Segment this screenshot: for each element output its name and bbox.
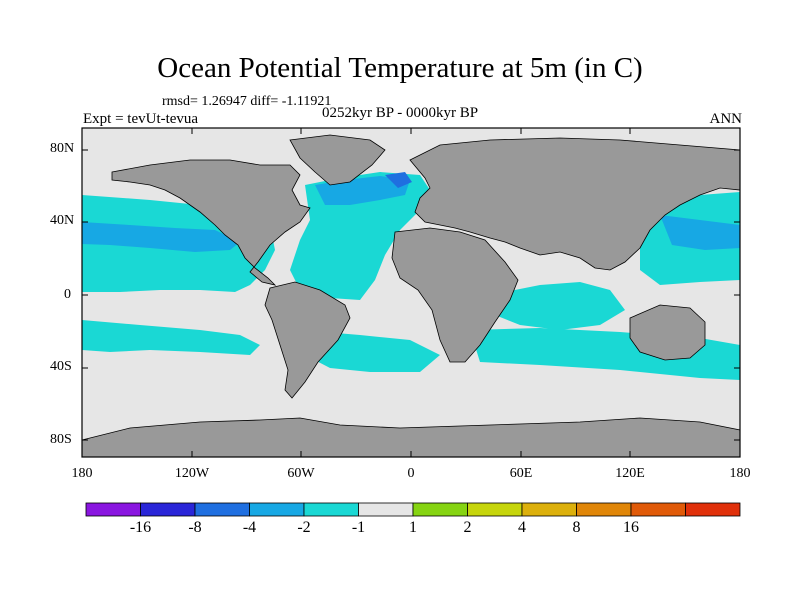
land-south-america [264,281,351,399]
colorbar-label: 1 [409,519,417,536]
y-label-80n: 80N [50,141,75,156]
colorbar-swatch [249,502,305,517]
colorbar-swatch [194,502,250,517]
colorbar-label: -1 [351,519,366,536]
colorbar-swatch [303,502,359,517]
y-label-40s: 40S [50,359,72,374]
stats-text: rmsd= 1.26947 diff= -1.11921 [162,94,332,109]
colorbar-swatch [630,502,686,517]
colorbar-label: -8 [188,519,202,536]
season-label: ANN [709,111,743,127]
x-label-120e: 120E [615,466,645,481]
colorbar-swatch [467,502,523,517]
colorbar-label: 4 [518,519,526,536]
colorbar-label: 2 [463,519,472,536]
x-label-120w: 120W [174,466,210,481]
anomaly-south-pacific [82,320,260,355]
land-north-america [111,159,311,286]
y-label-80s: 80S [50,432,72,447]
y-label-eq: 0 [64,287,71,302]
anomaly-indian-ocean [490,282,625,330]
land-africa [391,227,519,363]
colorbar-swatch [358,502,414,517]
x-label-180e: 180 [729,466,751,481]
colorbar-swatch [140,502,196,517]
colorbar [85,502,741,517]
land-australia [629,304,706,361]
colorbar-label: -4 [242,519,257,536]
land-eurasia [409,137,741,271]
map-ticks [82,128,740,457]
colorbar-swatch [685,502,741,517]
y-label-40n: 40N [50,213,75,228]
anomaly-north-pacific-core [82,222,240,252]
map-title: Ocean Potential Temperature at 5m (in C) [157,52,643,84]
experiment-label: Expt = tevUt-tevua [83,111,199,127]
period-label: 0252kyr BP - 0000kyr BP [322,105,479,121]
x-label-180w: 180 [71,466,93,481]
land-greenland [289,134,386,186]
x-label-60w: 60W [287,466,315,481]
colorbar-label: 8 [572,519,581,536]
colorbar-label: 16 [623,519,639,536]
colorbar-swatch [85,502,141,517]
x-label-60e: 60E [509,466,533,481]
anomaly-labrador [385,172,412,188]
x-label-0: 0 [407,466,415,481]
colorbar-swatch [576,502,632,517]
colorbar-label: -16 [129,519,152,536]
anomaly-pacific-west-core [660,215,740,250]
colorbar-label: -2 [297,519,311,536]
land-mask [81,134,741,458]
colorbar-swatch [412,502,468,517]
colorbar-swatch [521,502,577,517]
